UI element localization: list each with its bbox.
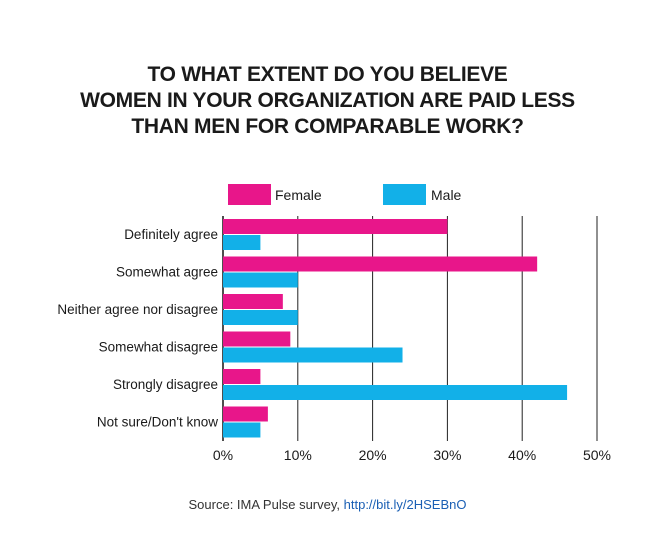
chart-title-line-3: THAN MEN FOR COMPARABLE WORK? [131, 115, 524, 138]
bar-female [223, 219, 448, 234]
x-tick-label: 10% [284, 447, 312, 463]
bar-male [223, 422, 261, 438]
source-text: Source: IMA Pulse survey, [188, 497, 341, 512]
bar-female [223, 294, 283, 309]
bar-male [223, 310, 298, 325]
category-label: Not sure/Don't know [97, 415, 218, 430]
category-label: Neither agree nor disagree [57, 302, 218, 317]
chart-title-line-2: WOMEN IN YOUR ORGANIZATION ARE PAID LESS [80, 89, 575, 112]
bar-male [223, 385, 568, 400]
chart-title: TO WHAT EXTENT DO YOU BELIEVE WOMEN IN Y… [0, 62, 655, 140]
x-tick-label: 50% [583, 447, 611, 463]
source-link[interactable]: http://bit.ly/2HSEBnO [343, 497, 467, 512]
category-label: Somewhat disagree [99, 340, 218, 355]
legend-swatch-male [383, 184, 426, 205]
legend-label-female: Female [275, 187, 322, 203]
category-label: Somewhat agree [116, 265, 218, 280]
x-tick-label: 0% [213, 447, 233, 463]
category-label: Definitely agree [124, 227, 218, 242]
bar-male [223, 235, 261, 250]
bar-female [223, 256, 538, 272]
legend-swatch-female [228, 184, 271, 205]
category-label: Strongly disagree [113, 377, 218, 392]
bar-female [223, 369, 261, 384]
bar-male [223, 347, 403, 363]
x-tick-label: 30% [433, 447, 461, 463]
x-tick-label: 20% [359, 447, 387, 463]
bar-male [223, 272, 298, 288]
legend-label-male: Male [431, 187, 462, 203]
bar-female [223, 331, 291, 347]
bar-female [223, 406, 268, 422]
chart-title-line-1: TO WHAT EXTENT DO YOU BELIEVE [147, 63, 508, 86]
source-note: Source: IMA Pulse survey, http://bit.ly/… [0, 497, 655, 512]
x-tick-label: 40% [508, 447, 536, 463]
